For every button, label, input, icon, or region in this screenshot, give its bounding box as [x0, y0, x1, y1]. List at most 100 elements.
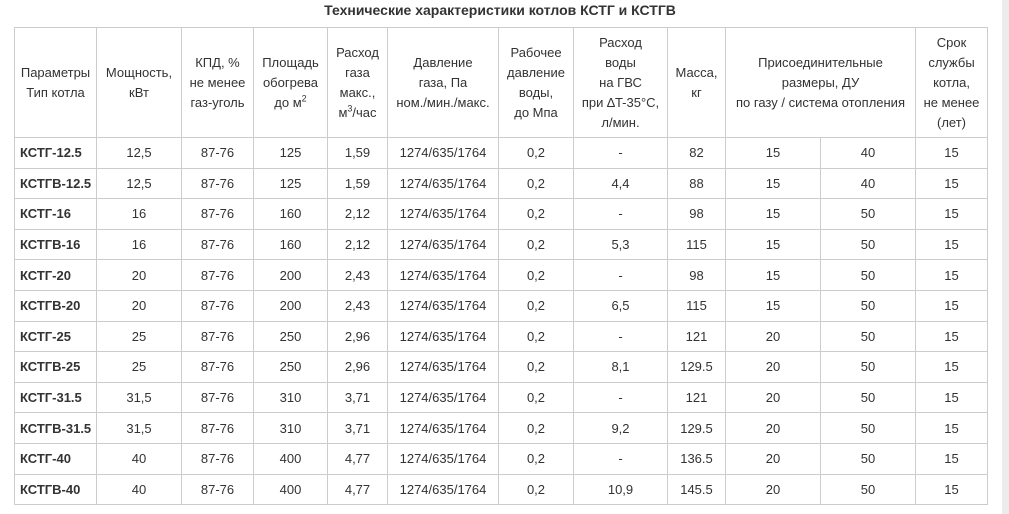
header-kpd: КПД, % не менее газ-уголь — [181, 27, 254, 138]
table-cell: - — [573, 198, 668, 230]
table-cell: 15 — [915, 351, 988, 383]
table-cell: 15 — [915, 198, 988, 230]
header-life: Срок службы котла, не менее (лет) — [915, 27, 988, 138]
table-cell: 25 — [96, 351, 182, 383]
table-cell: 10,9 — [573, 473, 668, 506]
table-cell: 8,1 — [573, 351, 668, 383]
table-cell: - — [573, 442, 668, 475]
table-cell: - — [573, 381, 668, 414]
table-cell: 50 — [820, 228, 916, 261]
table-cell: 87-76 — [181, 289, 254, 322]
table-cell: 0,2 — [498, 412, 574, 444]
table-cell: 87-76 — [181, 412, 254, 444]
table-cell: 0,2 — [498, 137, 574, 169]
boiler-type-cell: КСТГ-12.5 — [14, 137, 97, 169]
table-cell: 15 — [915, 412, 988, 444]
table-cell: 40 — [96, 473, 182, 506]
table-cell: 136.5 — [667, 442, 726, 475]
table-cell: 15 — [915, 473, 988, 506]
header-row: Параметры Тип котла Мощность, кВт КПД, % не… — [14, 27, 988, 138]
table-cell: 0,2 — [498, 381, 574, 414]
table-cell: 200 — [253, 259, 328, 291]
boiler-type-cell: КСТГ-31.5 — [14, 381, 97, 414]
table-cell: 0,2 — [498, 473, 574, 506]
boiler-type-cell: КСТГВ-31.5 — [14, 412, 97, 444]
table-cell: 3,71 — [327, 412, 388, 444]
table-cell: 1274/635/1764 — [387, 198, 499, 230]
table-cell: 12,5 — [96, 137, 182, 169]
table-cell: 2,43 — [327, 289, 388, 322]
table-cell: 20 — [725, 351, 821, 383]
table-cell: - — [573, 320, 668, 353]
table-cell: 20 — [725, 381, 821, 414]
table-cell: 2,96 — [327, 320, 388, 353]
table-cell: 50 — [820, 289, 916, 322]
table-cell: 1274/635/1764 — [387, 412, 499, 444]
table-cell: 250 — [253, 320, 328, 353]
table-cell: 0,2 — [498, 289, 574, 322]
table-cell: 400 — [253, 473, 328, 506]
boiler-type-cell: КСТГВ-20 — [14, 289, 97, 322]
header-gas: Расход газа макс., м3/час — [327, 27, 388, 138]
table-cell: 129.5 — [667, 412, 726, 444]
table-cell: 87-76 — [181, 320, 254, 353]
table-cell: 87-76 — [181, 198, 254, 230]
boiler-type-cell: КСТГ-40 — [14, 442, 97, 475]
table-cell: 5,3 — [573, 228, 668, 261]
table-cell: 87-76 — [181, 167, 254, 200]
table-cell: 50 — [820, 320, 916, 353]
table-cell: 9,2 — [573, 412, 668, 444]
table-cell: 125 — [253, 167, 328, 200]
table-row: КСТГ-25 25 87-76 250 2,96 1274/635/1764 0,2-12… — [14, 320, 988, 353]
table-row: КСТГВ-16 16 87-76 160 2,12 1274/635/1764 0,2 5,… — [14, 228, 988, 261]
table-cell: 15 — [915, 167, 988, 200]
table-cell: 20 — [725, 320, 821, 353]
table-cell: 31,5 — [96, 381, 182, 414]
table-cell: 15 — [915, 137, 988, 169]
table-cell: 121 — [667, 320, 726, 353]
table-cell: 50 — [820, 351, 916, 383]
table-cell: 2,12 — [327, 198, 388, 230]
table-cell: 1274/635/1764 — [387, 473, 499, 506]
table-cell: 160 — [253, 198, 328, 230]
table-cell: 400 — [253, 442, 328, 475]
table-cell: 20 — [725, 412, 821, 444]
table-cell: 50 — [820, 381, 916, 414]
table-row: КСТГ-20 20 87-76 200 2,43 1274/635/1764 0,2-98… — [14, 259, 988, 291]
header-water-pressure: Рабочее давление воды, до Мпа — [498, 27, 574, 138]
table-cell: 50 — [820, 259, 916, 291]
table-cell: 12,5 — [96, 167, 182, 200]
table-cell: 50 — [820, 473, 916, 506]
table-cell: 200 — [253, 289, 328, 322]
table-cell: 0,2 — [498, 442, 574, 475]
table-cell: 4,4 — [573, 167, 668, 200]
table-cell: 20 — [725, 473, 821, 506]
header-pressure: Давление газа, Па ном./мин./макс. — [387, 27, 499, 138]
table-cell: 1274/635/1764 — [387, 289, 499, 322]
table-cell: 1274/635/1764 — [387, 351, 499, 383]
table-cell: 50 — [820, 412, 916, 444]
table-cell: 15 — [725, 228, 821, 261]
table-cell: 1274/635/1764 — [387, 320, 499, 353]
table-cell: 87-76 — [181, 137, 254, 169]
table-cell: 98 — [667, 198, 726, 230]
table-cell: 20 — [725, 442, 821, 475]
table-cell: 16 — [96, 228, 182, 261]
table-cell: 129.5 — [667, 351, 726, 383]
table-cell: 87-76 — [181, 442, 254, 475]
table-cell: 0,2 — [498, 351, 574, 383]
table-cell: - — [573, 137, 668, 169]
scrollbar-track[interactable] — [1002, 0, 1009, 514]
table-cell: 2,96 — [327, 351, 388, 383]
table-cell: 40 — [96, 442, 182, 475]
table-row: КСТГВ-25 25 87-76 250 2,96 1274/635/1764 0,2 8,… — [14, 351, 988, 383]
table-cell: 15 — [725, 259, 821, 291]
table-cell: 1,59 — [327, 137, 388, 169]
table-cell: 87-76 — [181, 381, 254, 414]
table-cell: 1274/635/1764 — [387, 228, 499, 261]
boiler-specs-table: Параметры Тип котла Мощность, кВт КПД, % не… — [14, 27, 988, 506]
table-cell: 15 — [725, 137, 821, 169]
table-cell: 6,5 — [573, 289, 668, 322]
table-cell: 15 — [915, 259, 988, 291]
header-params: Параметры Тип котла — [14, 27, 97, 138]
